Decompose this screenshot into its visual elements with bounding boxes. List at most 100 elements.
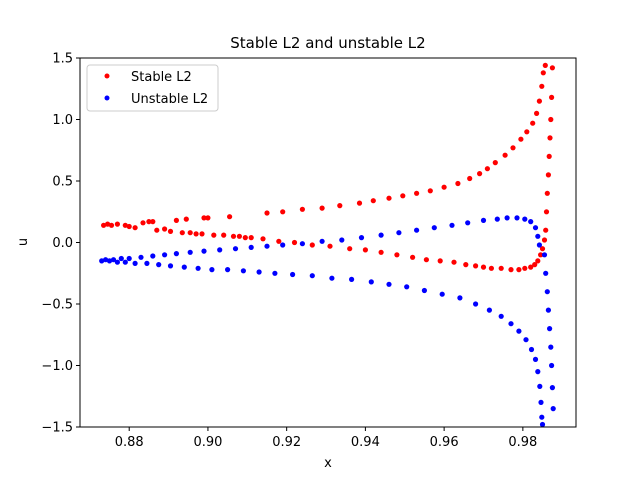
data-point	[465, 220, 471, 226]
data-point	[386, 281, 392, 287]
x-axis: 0.88 0.90 0.92 0.94 0.96 0.98	[115, 427, 537, 450]
data-point	[309, 242, 315, 248]
legend-marker-unstable	[104, 95, 110, 101]
legend-label-unstable: Unstable L2	[131, 92, 208, 107]
data-point	[110, 257, 117, 263]
data-point	[455, 180, 461, 187]
data-point	[530, 120, 536, 126]
data-point	[502, 152, 508, 158]
data-point	[299, 241, 305, 247]
data-point	[181, 264, 187, 270]
data-point	[473, 263, 479, 269]
data-point	[534, 110, 540, 116]
data-point	[539, 246, 546, 252]
data-point	[543, 209, 550, 215]
data-point	[232, 246, 239, 252]
data-point	[535, 369, 541, 375]
data-point	[349, 276, 355, 282]
data-point	[162, 226, 168, 232]
data-point	[441, 184, 447, 190]
data-point	[543, 227, 549, 233]
data-point	[549, 362, 555, 369]
data-point	[538, 399, 544, 405]
data-point	[480, 217, 487, 223]
y-tick-label: −0.5	[41, 298, 73, 313]
data-point	[542, 62, 548, 68]
plot-area	[99, 62, 556, 428]
data-point	[201, 215, 207, 221]
data-point	[539, 414, 545, 420]
data-point	[225, 267, 231, 273]
data-point	[538, 252, 544, 258]
data-point	[504, 215, 510, 221]
data-point	[508, 267, 514, 273]
data-point	[132, 260, 138, 266]
data-point	[193, 231, 199, 237]
x-tick-label: 0.92	[272, 435, 301, 450]
data-point	[205, 215, 211, 221]
data-point	[539, 83, 545, 89]
data-point	[209, 267, 215, 273]
data-point	[528, 219, 534, 225]
data-point	[386, 195, 392, 201]
data-point	[528, 346, 535, 353]
legend-marker-stable	[104, 73, 110, 79]
series-stable	[101, 62, 556, 273]
data-point	[347, 246, 353, 252]
data-point	[423, 257, 429, 263]
data-point	[309, 273, 315, 279]
data-point	[144, 260, 150, 266]
data-point	[199, 231, 205, 237]
data-point	[492, 160, 498, 166]
data-point	[319, 205, 325, 211]
data-point	[173, 251, 179, 257]
data-point	[370, 198, 376, 204]
data-point	[510, 145, 516, 151]
data-point	[431, 225, 437, 231]
x-tick-label: 0.90	[193, 435, 222, 450]
data-point	[280, 242, 286, 248]
data-point	[449, 222, 455, 228]
data-point	[547, 135, 553, 141]
data-point	[101, 222, 107, 228]
data-point	[126, 255, 132, 262]
data-point	[327, 243, 333, 249]
data-point	[256, 269, 262, 275]
data-point	[451, 259, 457, 265]
data-point	[480, 264, 487, 270]
data-point	[522, 265, 528, 271]
data-point	[498, 313, 504, 319]
x-tick-label: 0.94	[351, 435, 380, 450]
data-point	[260, 236, 266, 242]
data-point	[548, 116, 554, 123]
data-point	[187, 230, 193, 236]
data-point	[329, 275, 335, 281]
data-point	[532, 262, 538, 268]
data-point	[514, 215, 520, 221]
data-point	[356, 200, 363, 206]
data-point	[404, 284, 410, 290]
data-point	[280, 209, 286, 215]
y-tick-label: −1.5	[41, 421, 73, 436]
data-point	[549, 94, 555, 100]
data-point	[467, 175, 473, 182]
series-unstable	[99, 215, 556, 428]
data-point	[201, 248, 207, 254]
data-point	[463, 262, 469, 268]
data-point	[541, 237, 548, 243]
data-point	[439, 291, 445, 297]
data-point	[548, 344, 554, 350]
data-point	[394, 252, 400, 258]
data-point	[299, 206, 305, 212]
data-point	[539, 421, 546, 428]
data-point	[339, 237, 345, 243]
data-point	[290, 271, 296, 278]
data-point	[522, 216, 528, 222]
data-point	[173, 217, 179, 223]
data-point	[537, 383, 543, 389]
data-point	[167, 228, 174, 234]
data-point	[535, 233, 541, 239]
data-point	[544, 289, 550, 295]
data-point	[545, 172, 552, 178]
